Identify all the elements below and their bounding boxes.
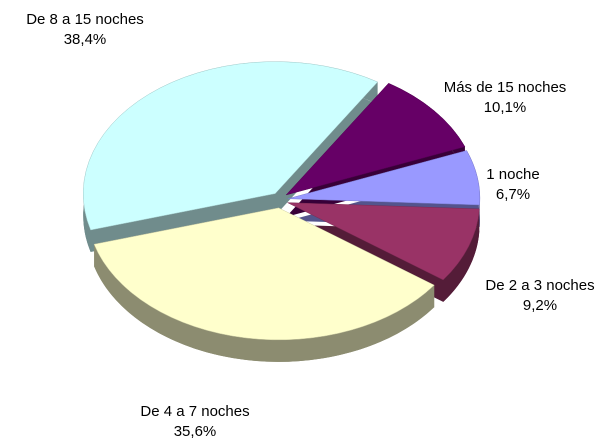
slice-value-label: 6,7% [496, 186, 530, 203]
slice-value-label: 38,4% [64, 31, 107, 48]
slice-side [443, 208, 480, 302]
slice-value-label: 9,2% [523, 297, 557, 314]
slice-label: De 2 a 3 noches [485, 277, 594, 294]
slice-side [94, 244, 435, 362]
slice-label: 1 noche [486, 166, 539, 183]
slice-label: Más de 15 noches [444, 79, 567, 96]
slice [93, 207, 435, 341]
slice [285, 82, 466, 196]
slice-value-label: 10,1% [484, 99, 527, 116]
slice [82, 61, 379, 231]
slice-label: De 8 a 15 noches [26, 11, 144, 28]
slice [287, 202, 480, 281]
slice-value-label: 35,6% [174, 423, 217, 440]
slice-label: De 4 a 7 noches [140, 403, 249, 420]
slice [287, 150, 481, 206]
